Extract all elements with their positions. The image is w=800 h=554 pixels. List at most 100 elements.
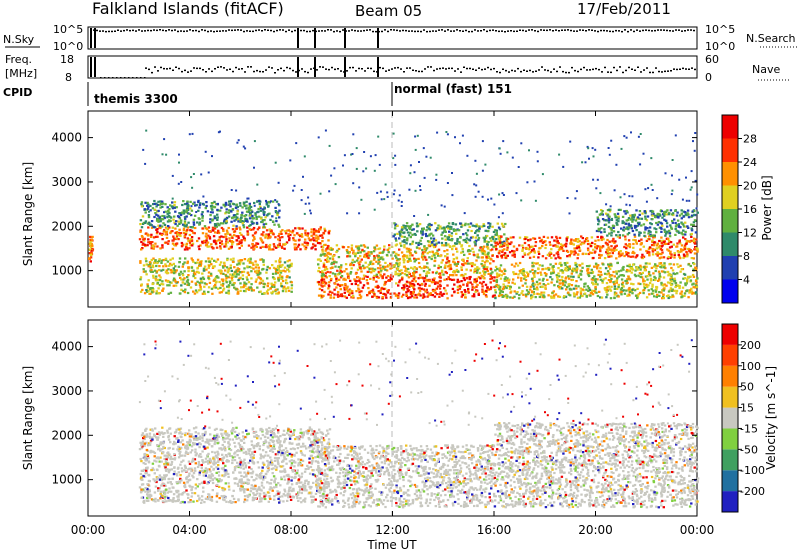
echo-cell: [680, 290, 683, 293]
trace-point: [628, 66, 630, 69]
echo-cell: [168, 211, 171, 215]
echo-cell: [155, 202, 158, 205]
trace-point: [300, 29, 302, 32]
echo-cell: [608, 288, 612, 291]
echo-cell: [496, 243, 500, 246]
echo-cell: [376, 275, 379, 278]
echo-cell: [257, 269, 260, 272]
echo-cell: [168, 284, 171, 287]
echo-cell: [500, 270, 504, 273]
echo-cell: [499, 264, 503, 267]
echo-cell: [647, 284, 650, 287]
echo-cell: [673, 218, 676, 221]
trace-point: [552, 30, 554, 32]
trace-point: [454, 70, 456, 72]
echo-cell: [145, 290, 149, 293]
echo-cell: [409, 296, 412, 299]
echo-cell: [407, 234, 411, 237]
echo-cell: [615, 270, 618, 273]
echo-cell: [644, 275, 648, 278]
echo-cell: [682, 253, 686, 256]
echo-cell: [570, 272, 573, 275]
echo-cell: [563, 295, 566, 298]
echo-cell: [480, 282, 484, 285]
echo-cell: [553, 239, 556, 242]
echo-cell: [257, 215, 261, 218]
echo-cell: [197, 217, 200, 220]
echo-cell: [622, 289, 626, 292]
echo-cell: [644, 217, 647, 220]
echo-cell: [255, 242, 258, 245]
echo-cell: [465, 268, 468, 271]
echo-cell: [676, 272, 679, 275]
echo-cell: [682, 277, 685, 280]
echo-cell: [533, 273, 536, 277]
echo-cell: [199, 244, 202, 247]
trace-point: [562, 70, 564, 73]
echo-cell: [163, 229, 166, 232]
echo-cell: [572, 292, 576, 295]
echo-cell: [240, 219, 244, 223]
echo-cell: [158, 203, 161, 206]
echo-cell: [608, 219, 611, 222]
echo-cell: [695, 238, 698, 241]
echo-cell: [459, 142, 461, 145]
echo-cell: [168, 208, 171, 211]
echo-cell: [595, 291, 598, 294]
echo-cell: [644, 226, 647, 229]
echo-cell: [435, 178, 438, 181]
echo-cell: [455, 229, 458, 232]
trace-point: [600, 29, 602, 32]
trace-point: [384, 29, 386, 31]
trace-point: [280, 67, 282, 70]
echo-cell: [680, 232, 683, 235]
echo-cell: [293, 246, 297, 249]
echo-cell: [220, 235, 223, 238]
echo-cell: [213, 227, 217, 230]
echo-cell: [654, 269, 657, 273]
echo-cell: [273, 245, 276, 248]
echo-cell: [576, 257, 579, 260]
echo-cell: [485, 240, 488, 243]
echo-cell: [484, 229, 487, 232]
echo-cell: [650, 183, 653, 186]
echo-cell: [485, 295, 488, 298]
echo-cell: [143, 208, 146, 211]
echo-cell: [319, 254, 322, 257]
echo-cell: [466, 241, 469, 244]
echo-cell: [608, 252, 611, 255]
echo-cell: [461, 250, 465, 253]
echo-cell: [404, 267, 408, 270]
echo-cell: [604, 223, 608, 226]
echo-cell: [348, 293, 351, 296]
echo-cell: [691, 292, 694, 295]
echo-cell: [599, 278, 602, 281]
echo-cell: [460, 244, 464, 247]
echo-cell: [241, 222, 244, 225]
echo-cell: [424, 290, 427, 293]
echo-cell: [445, 131, 448, 133]
echo-cell: [431, 280, 435, 284]
echo-cell: [524, 282, 527, 285]
echo-cell: [252, 263, 255, 266]
echo-cell: [335, 276, 338, 279]
echo-cell: [275, 200, 279, 203]
echo-cell: [374, 248, 377, 251]
echo-cell: [171, 207, 175, 210]
echo-cell: [156, 219, 160, 222]
echo-cell: [601, 281, 604, 284]
echo-cell: [399, 272, 402, 275]
trace-point: [486, 30, 488, 33]
echo-cell: [667, 296, 670, 300]
echo-cell: [265, 268, 269, 271]
nsky-tick-bottom: 10^0: [53, 40, 83, 53]
trace-point: [580, 68, 582, 71]
echo-cell: [247, 273, 251, 277]
echo-cell: [479, 277, 482, 280]
echo-cell: [615, 248, 618, 251]
echo-cell: [149, 241, 152, 244]
echo-cell: [614, 240, 617, 243]
echo-cell: [446, 284, 449, 287]
echo-cell: [521, 290, 524, 293]
echo-cell: [635, 266, 638, 269]
